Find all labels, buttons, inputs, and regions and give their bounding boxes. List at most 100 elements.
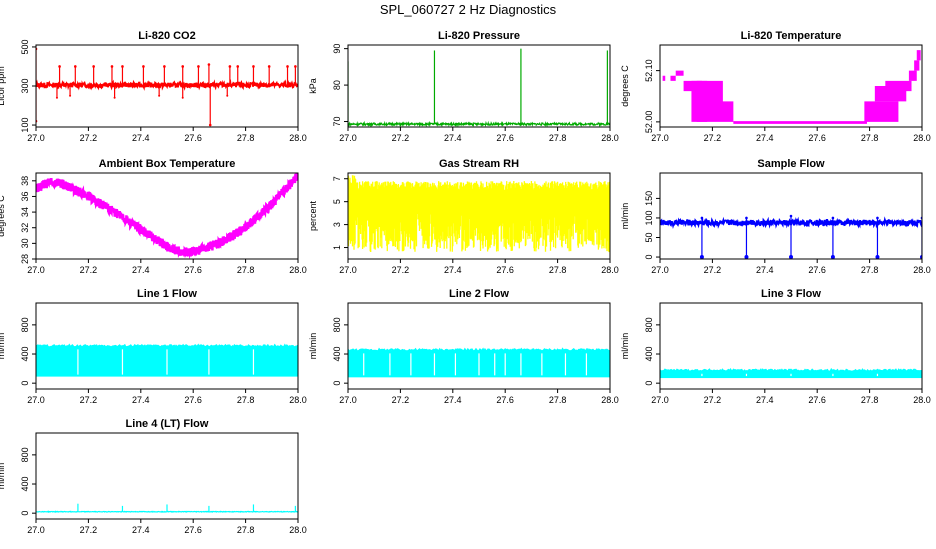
y-tick-label: 36 — [20, 191, 30, 201]
x-tick-label: 27.0 — [339, 265, 357, 275]
x-tick-label: 28.0 — [913, 133, 931, 143]
y-axis-label: degrees C — [0, 195, 6, 237]
y-tick-label: 800 — [20, 317, 30, 332]
series-temp — [662, 50, 921, 124]
series-top-edge — [36, 343, 298, 350]
y-tick-label: 32 — [20, 223, 30, 233]
series-ambient — [36, 173, 298, 259]
x-tick-label: 27.6 — [496, 395, 514, 405]
chart-title: Gas Stream RH — [439, 158, 519, 170]
y-tick-label: 800 — [20, 447, 30, 462]
spike-point — [208, 123, 212, 127]
series-block — [908, 70, 917, 81]
chart-rh: Gas Stream RH percent 27.0 27.2 27.4 27.6 27.8… — [308, 158, 619, 275]
x-tick-label: 28.0 — [289, 133, 307, 143]
spike-point — [831, 216, 835, 220]
plot-frame — [659, 172, 923, 260]
y-tick-label: 1 — [332, 245, 342, 250]
y-tick-label: 100 — [20, 118, 30, 133]
spike-point — [121, 65, 124, 68]
x-tick-label: 27.0 — [339, 133, 357, 143]
series-block — [670, 75, 676, 81]
x-tick-label: 27.8 — [549, 395, 567, 405]
y-tick-label: 3 — [332, 222, 342, 227]
spike-point — [286, 65, 289, 68]
series-line — [36, 79, 298, 92]
y-tick-label: 5 — [332, 199, 342, 204]
x-tick-label: 27.0 — [27, 133, 45, 143]
series-block — [864, 101, 899, 122]
chart-temp: Li-820 Temperature degrees C 27.0 27.2 27.4 2… — [620, 30, 931, 143]
spike-point — [197, 65, 200, 68]
dip-point — [875, 255, 880, 259]
x-tick-label: 28.0 — [289, 525, 307, 535]
x-tick-label: 27.8 — [861, 265, 879, 275]
y-tick-label: 300 — [20, 78, 30, 93]
x-tick-label: 27.2 — [80, 265, 98, 275]
y-tick-label: 400 — [20, 477, 30, 492]
x-tick-label: 27.6 — [184, 133, 202, 143]
spike-point — [92, 65, 95, 68]
x-tick-label: 27.0 — [27, 525, 45, 535]
x-tick-label: 27.6 — [184, 395, 202, 405]
y-tick-label: 400 — [644, 347, 654, 362]
series-line1 — [36, 343, 298, 377]
plot-frame — [35, 44, 299, 128]
chart-line1: Line 1 Flow ml/min 27.0 27.2 27.4 27.6 27.8 28.… — [0, 288, 307, 405]
chart-title: Ambient Box Temperature — [99, 158, 236, 170]
y-tick-label: 0 — [644, 381, 654, 386]
y-axis-label: kPa — [308, 78, 318, 94]
x-tick-label: 27.2 — [80, 395, 98, 405]
y-tick-label: 38 — [20, 176, 30, 186]
x-tick-label: 27.0 — [339, 395, 357, 405]
y-tick-label: 400 — [332, 347, 342, 362]
plot-frame — [659, 302, 923, 390]
chart-pressure: Li-820 Pressure kPa 27.0 27.2 27.4 27.6 27.8 28… — [308, 30, 619, 143]
x-tick-label: 27.8 — [237, 525, 255, 535]
dip-point — [113, 96, 116, 99]
x-tick-label: 27.0 — [27, 265, 45, 275]
spike-point — [228, 65, 232, 68]
y-tick-label: 400 — [20, 347, 30, 362]
spike-point — [110, 65, 114, 68]
series-block — [916, 50, 921, 61]
x-tick-label: 27.6 — [184, 525, 202, 535]
dip-point — [69, 94, 72, 97]
dip-point — [226, 94, 229, 97]
x-tick-label: 27.0 — [651, 133, 669, 143]
series-block — [696, 101, 734, 122]
series-line4 — [36, 503, 298, 513]
x-tick-label: 27.2 — [704, 265, 722, 275]
x-tick-label: 27.4 — [444, 395, 462, 405]
chart-title: Li-820 CO2 — [138, 30, 195, 42]
x-tick-label: 27.6 — [496, 133, 514, 143]
chart-title: Line 2 Flow — [449, 288, 509, 300]
spike-point — [252, 65, 255, 68]
x-tick-label: 27.2 — [392, 265, 410, 275]
y-tick-label: 0 — [20, 511, 30, 516]
series-line — [36, 173, 298, 259]
x-tick-label: 28.0 — [601, 395, 619, 405]
y-tick-label: 28 — [20, 254, 30, 264]
chart-line4: Line 4 (LT) Flow ml/min 27.0 27.2 27.4 27.6 27… — [0, 418, 307, 535]
x-tick-label: 27.8 — [861, 395, 879, 405]
series-top-edge — [660, 367, 922, 374]
plot-frame — [347, 172, 611, 260]
chart-co2: Li-820 CO2 Licor ppm 27.0 27.2 27.4 27.6 27.8 2… — [0, 30, 307, 143]
x-tick-label: 27.4 — [444, 265, 462, 275]
series-rh — [348, 175, 610, 253]
x-tick-label: 27.8 — [549, 133, 567, 143]
x-tick-label: 27.4 — [132, 265, 150, 275]
x-tick-label: 28.0 — [913, 265, 931, 275]
y-tick-label: 0 — [644, 255, 654, 260]
y-axis-label: ml/min — [620, 333, 630, 360]
y-tick-label: 800 — [332, 317, 342, 332]
spike-point — [163, 65, 166, 68]
x-tick-label: 27.6 — [184, 265, 202, 275]
y-tick-label: 500 — [20, 39, 30, 54]
spike-point — [181, 65, 185, 68]
plot-frame — [659, 44, 923, 128]
x-tick-label: 27.2 — [392, 133, 410, 143]
series-band — [348, 175, 610, 253]
spike-point — [142, 65, 145, 68]
